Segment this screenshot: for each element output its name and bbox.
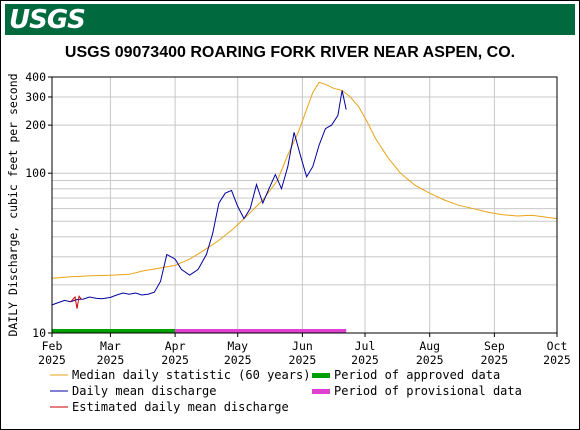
period-bar bbox=[175, 329, 347, 333]
legend-entry: Daily mean discharge bbox=[50, 384, 217, 398]
x-tick-year: 2025 bbox=[289, 353, 317, 367]
y-tick-label: 400 bbox=[25, 70, 46, 84]
plot-border bbox=[51, 76, 558, 334]
x-tick-month: Aug bbox=[419, 339, 440, 353]
chart-title: USGS 09073400 ROARING FORK RIVER NEAR AS… bbox=[64, 44, 516, 61]
x-tick-year: 2025 bbox=[38, 353, 66, 367]
grid-layer bbox=[52, 77, 557, 333]
usgs-logo-text: USGS bbox=[9, 4, 86, 35]
x-tick-year: 2025 bbox=[224, 353, 252, 367]
series-line-0 bbox=[51, 81, 558, 279]
series-line-2 bbox=[70, 294, 82, 309]
series-layer bbox=[51, 81, 558, 309]
period-bars bbox=[52, 329, 347, 333]
series-line-1 bbox=[51, 90, 347, 306]
x-tick-month: Mar bbox=[100, 339, 121, 353]
legend-entry: Period of provisional data bbox=[312, 384, 522, 398]
legend-label: Estimated daily mean discharge bbox=[72, 400, 289, 414]
legend-label: Period of approved data bbox=[334, 368, 500, 382]
y-axis-label: DAILY Discharge, cubic feet per second bbox=[6, 73, 20, 336]
legend-entry: Median daily statistic (60 years) bbox=[50, 368, 310, 382]
y-tick-label: 200 bbox=[25, 118, 46, 132]
x-tick-month: May bbox=[227, 339, 248, 353]
period-bar bbox=[52, 329, 176, 333]
legend-swatch bbox=[312, 373, 330, 378]
x-tick-year: 2025 bbox=[481, 353, 509, 367]
legend-entry: Estimated daily mean discharge bbox=[50, 400, 289, 414]
x-tick-year: 2025 bbox=[543, 353, 571, 367]
legend-label: Daily mean discharge bbox=[72, 384, 217, 398]
x-tick-month: Sep bbox=[484, 339, 505, 353]
y-axis-ticks: 10 100 200 300 400 bbox=[25, 70, 52, 340]
usgs-logo[interactable]: USGS bbox=[9, 4, 86, 35]
x-axis-ticks: Feb2025Mar2025Apr2025May2025Jun2025Jul20… bbox=[38, 333, 571, 367]
legend-entry: Period of approved data bbox=[312, 368, 500, 382]
y-tick-label: 10 bbox=[32, 326, 46, 340]
x-tick-year: 2025 bbox=[416, 353, 444, 367]
x-tick-month: Oct bbox=[547, 339, 568, 353]
x-tick-year: 2025 bbox=[161, 353, 189, 367]
legend: Median daily statistic (60 years) Period … bbox=[50, 368, 522, 414]
x-tick-month: Apr bbox=[165, 339, 186, 353]
x-tick-year: 2025 bbox=[97, 353, 125, 367]
x-tick-month: Jun bbox=[292, 339, 313, 353]
legend-swatch bbox=[312, 389, 330, 394]
x-tick-month: Feb bbox=[42, 339, 63, 353]
usgs-banner: USGS bbox=[5, 4, 575, 35]
legend-label: Period of provisional data bbox=[334, 384, 522, 398]
legend-label: Median daily statistic (60 years) bbox=[72, 368, 310, 382]
y-tick-label: 300 bbox=[25, 90, 46, 104]
x-tick-month: Jul bbox=[355, 339, 376, 353]
y-tick-label: 100 bbox=[25, 166, 46, 180]
x-tick-year: 2025 bbox=[351, 353, 379, 367]
